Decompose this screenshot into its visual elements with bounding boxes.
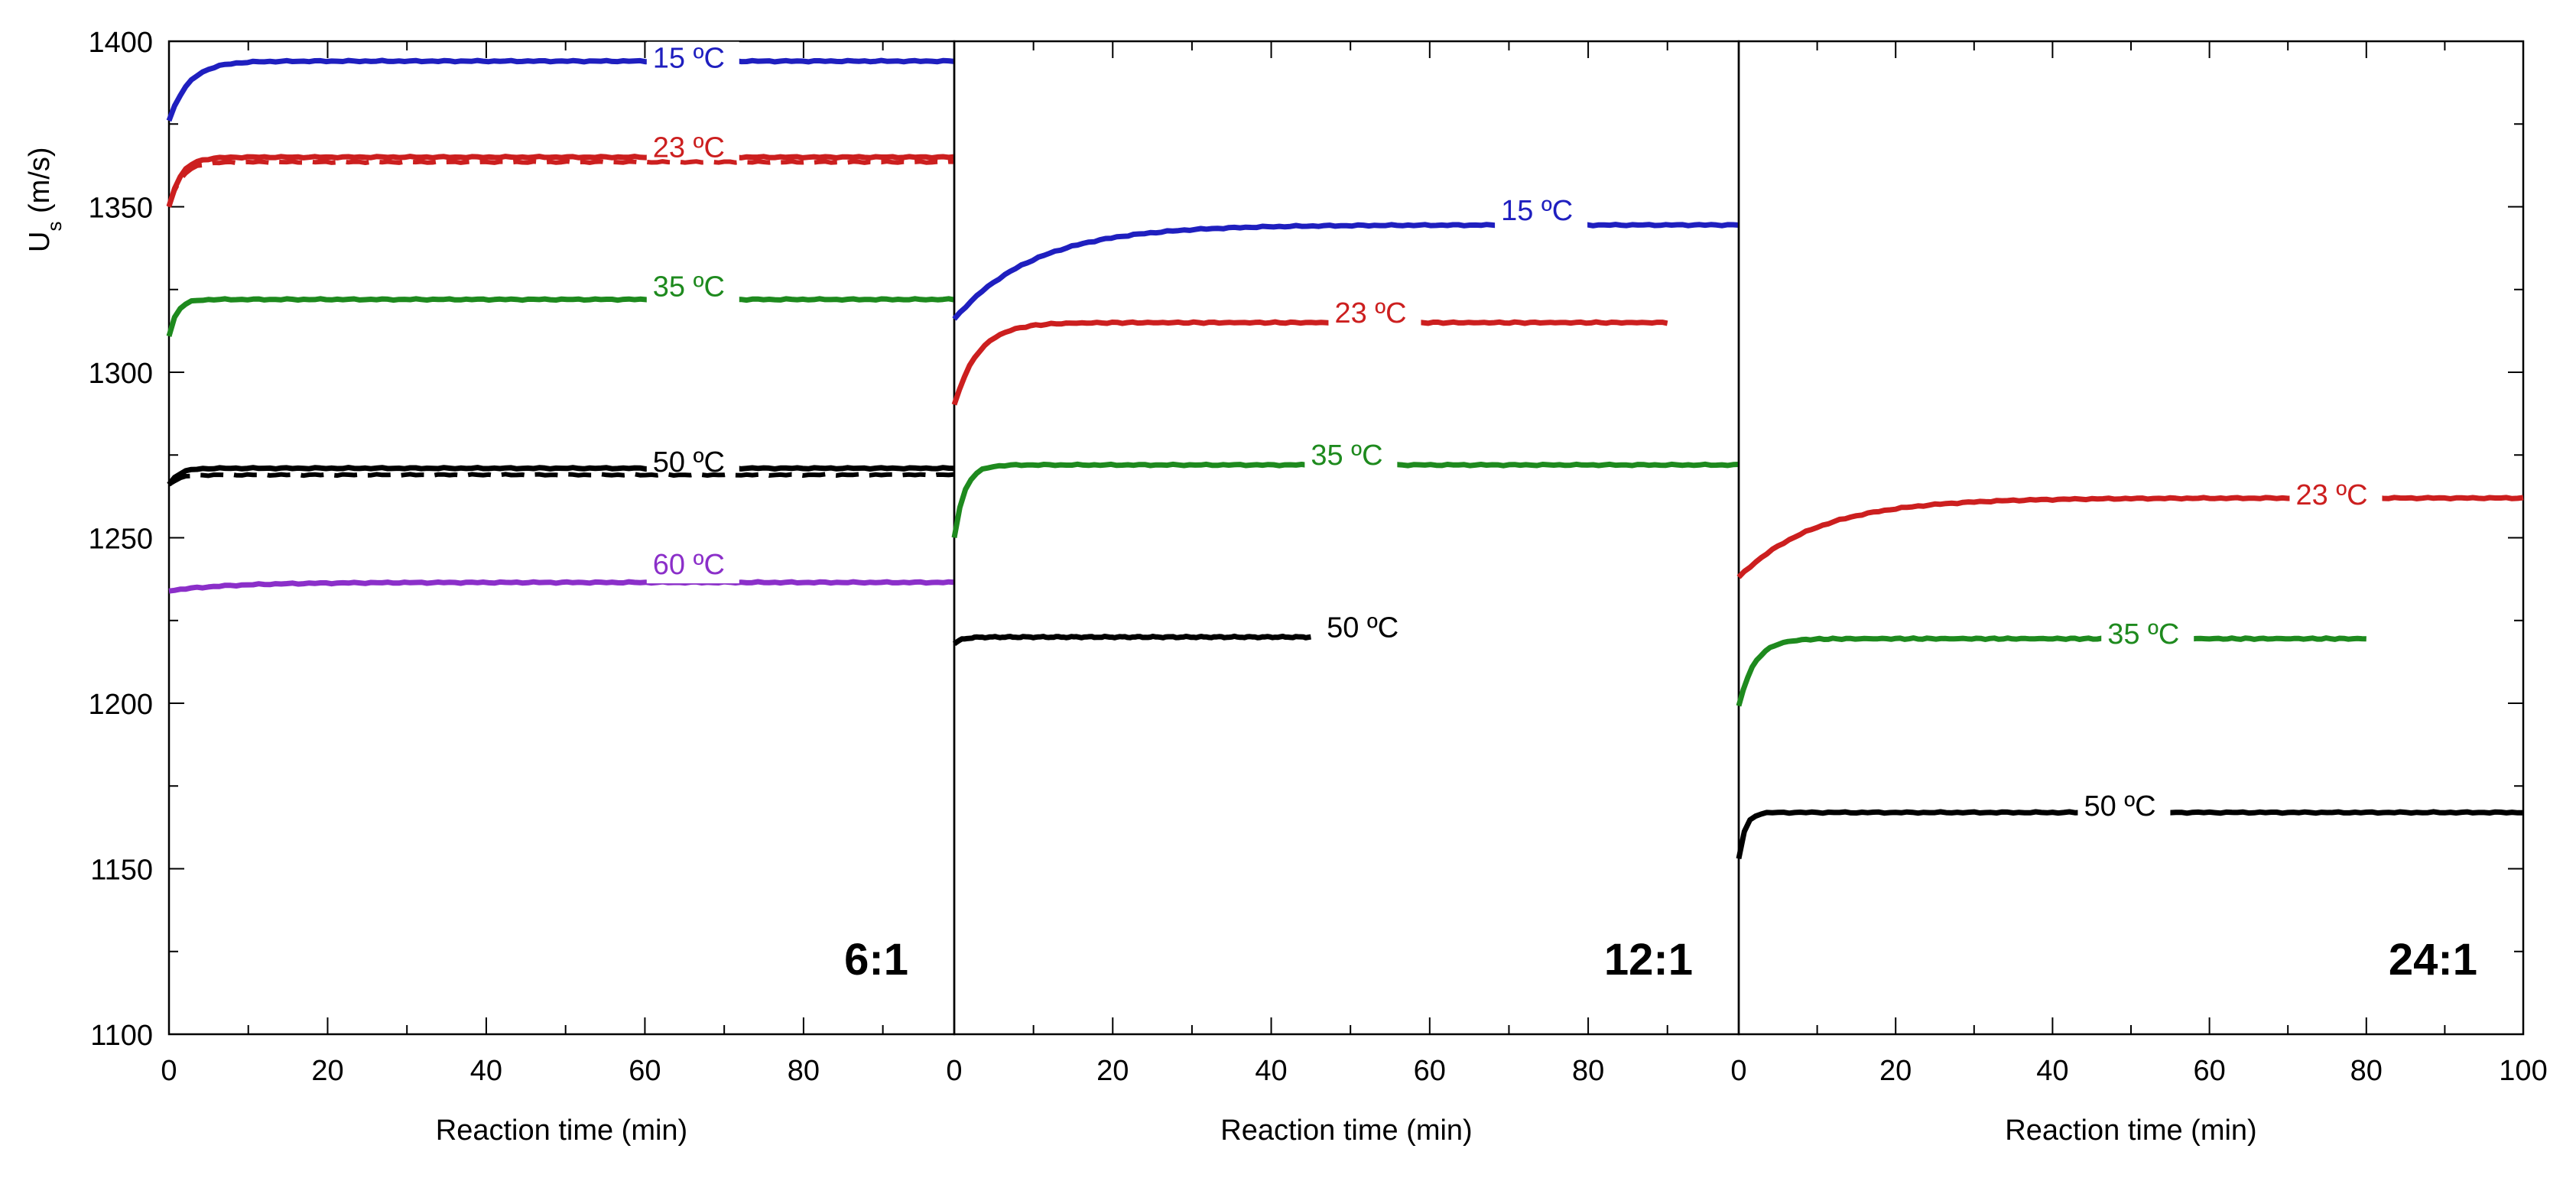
series-label-background	[646, 548, 739, 584]
x-tick-label: 80	[2350, 1055, 2383, 1087]
series-label: 15 ºC	[653, 43, 725, 75]
x-tick-label: 40	[1255, 1055, 1287, 1087]
series-line	[952, 633, 1311, 647]
series-label: 50 ºC	[1327, 612, 1398, 644]
y-tick-label: 1350	[88, 193, 153, 225]
x-tick-label: 0	[1730, 1055, 1746, 1087]
panel-frame	[167, 40, 956, 1036]
panel-ratio-label: 24:1	[2389, 935, 2477, 985]
y-tick-label: 1400	[88, 27, 153, 59]
series-line	[166, 296, 955, 337]
x-tick-label: 20	[1879, 1055, 1912, 1087]
series-label: 23 ºC	[1334, 297, 1406, 329]
series-label: 23 ºC	[2295, 479, 2367, 511]
series-label-background	[1495, 193, 1588, 229]
panel-frame	[1737, 40, 2525, 1036]
series-label: 50 ºC	[2084, 790, 2155, 822]
series-line	[168, 579, 955, 594]
panel-frame	[953, 40, 1740, 1036]
x-axis-label: Reaction time (min)	[1220, 1114, 1472, 1147]
series-line-dashed	[167, 159, 954, 208]
y-tick-label: 1200	[88, 689, 153, 721]
series-line	[951, 319, 1668, 406]
x-tick-label: 60	[2193, 1055, 2225, 1087]
series-line	[1736, 635, 2366, 707]
x-tick-label: 60	[1414, 1055, 1446, 1087]
series-label-background	[2289, 479, 2383, 514]
x-tick-label: 60	[629, 1055, 661, 1087]
series-line-dashed	[167, 472, 955, 487]
y-tick-label: 1250	[88, 524, 153, 556]
series-label-background	[1320, 611, 1414, 647]
panel-ratio-label: 6:1	[844, 935, 908, 985]
x-axis-label: Reaction time (min)	[436, 1114, 687, 1147]
x-tick-label: 0	[946, 1055, 962, 1087]
y-tick-label: 1150	[90, 855, 153, 887]
x-axis-label: Reaction time (min)	[2005, 1114, 2256, 1147]
series-label: 23 ºC	[653, 132, 725, 164]
x-tick-label: 80	[1572, 1055, 1604, 1087]
series-label-background	[1304, 439, 1398, 475]
series-label-background	[646, 41, 739, 77]
x-tick-label: 80	[788, 1055, 820, 1087]
x-tick-label: 20	[311, 1055, 343, 1087]
series-label: 35 ºC	[1311, 440, 1382, 472]
series-line	[167, 465, 955, 487]
y-axis-label: Us (m/s)	[24, 147, 66, 252]
y-tick-label: 1100	[90, 1020, 153, 1052]
series-label: 35 ºC	[2107, 618, 2179, 651]
series-line	[1736, 495, 2524, 579]
series-label-background	[1328, 297, 1421, 333]
x-tick-label: 100	[2499, 1055, 2547, 1087]
x-tick-label: 0	[161, 1055, 177, 1087]
y-tick-label: 1300	[88, 358, 153, 390]
series-label: 35 ºC	[653, 271, 725, 303]
series-label: 15 ºC	[1501, 195, 1573, 227]
panel-ratio-label: 12:1	[1604, 935, 1693, 985]
series-label-background	[2101, 618, 2194, 654]
series-line	[166, 154, 955, 207]
series-label: 60 ºC	[653, 549, 725, 581]
x-tick-label: 40	[470, 1055, 502, 1087]
series-line	[951, 461, 1740, 539]
series-label-background	[646, 270, 739, 306]
x-tick-label: 40	[2036, 1055, 2068, 1087]
series-label-background	[2077, 790, 2171, 826]
series-line	[952, 222, 1740, 321]
x-tick-label: 20	[1096, 1055, 1129, 1087]
series-line	[166, 57, 955, 122]
